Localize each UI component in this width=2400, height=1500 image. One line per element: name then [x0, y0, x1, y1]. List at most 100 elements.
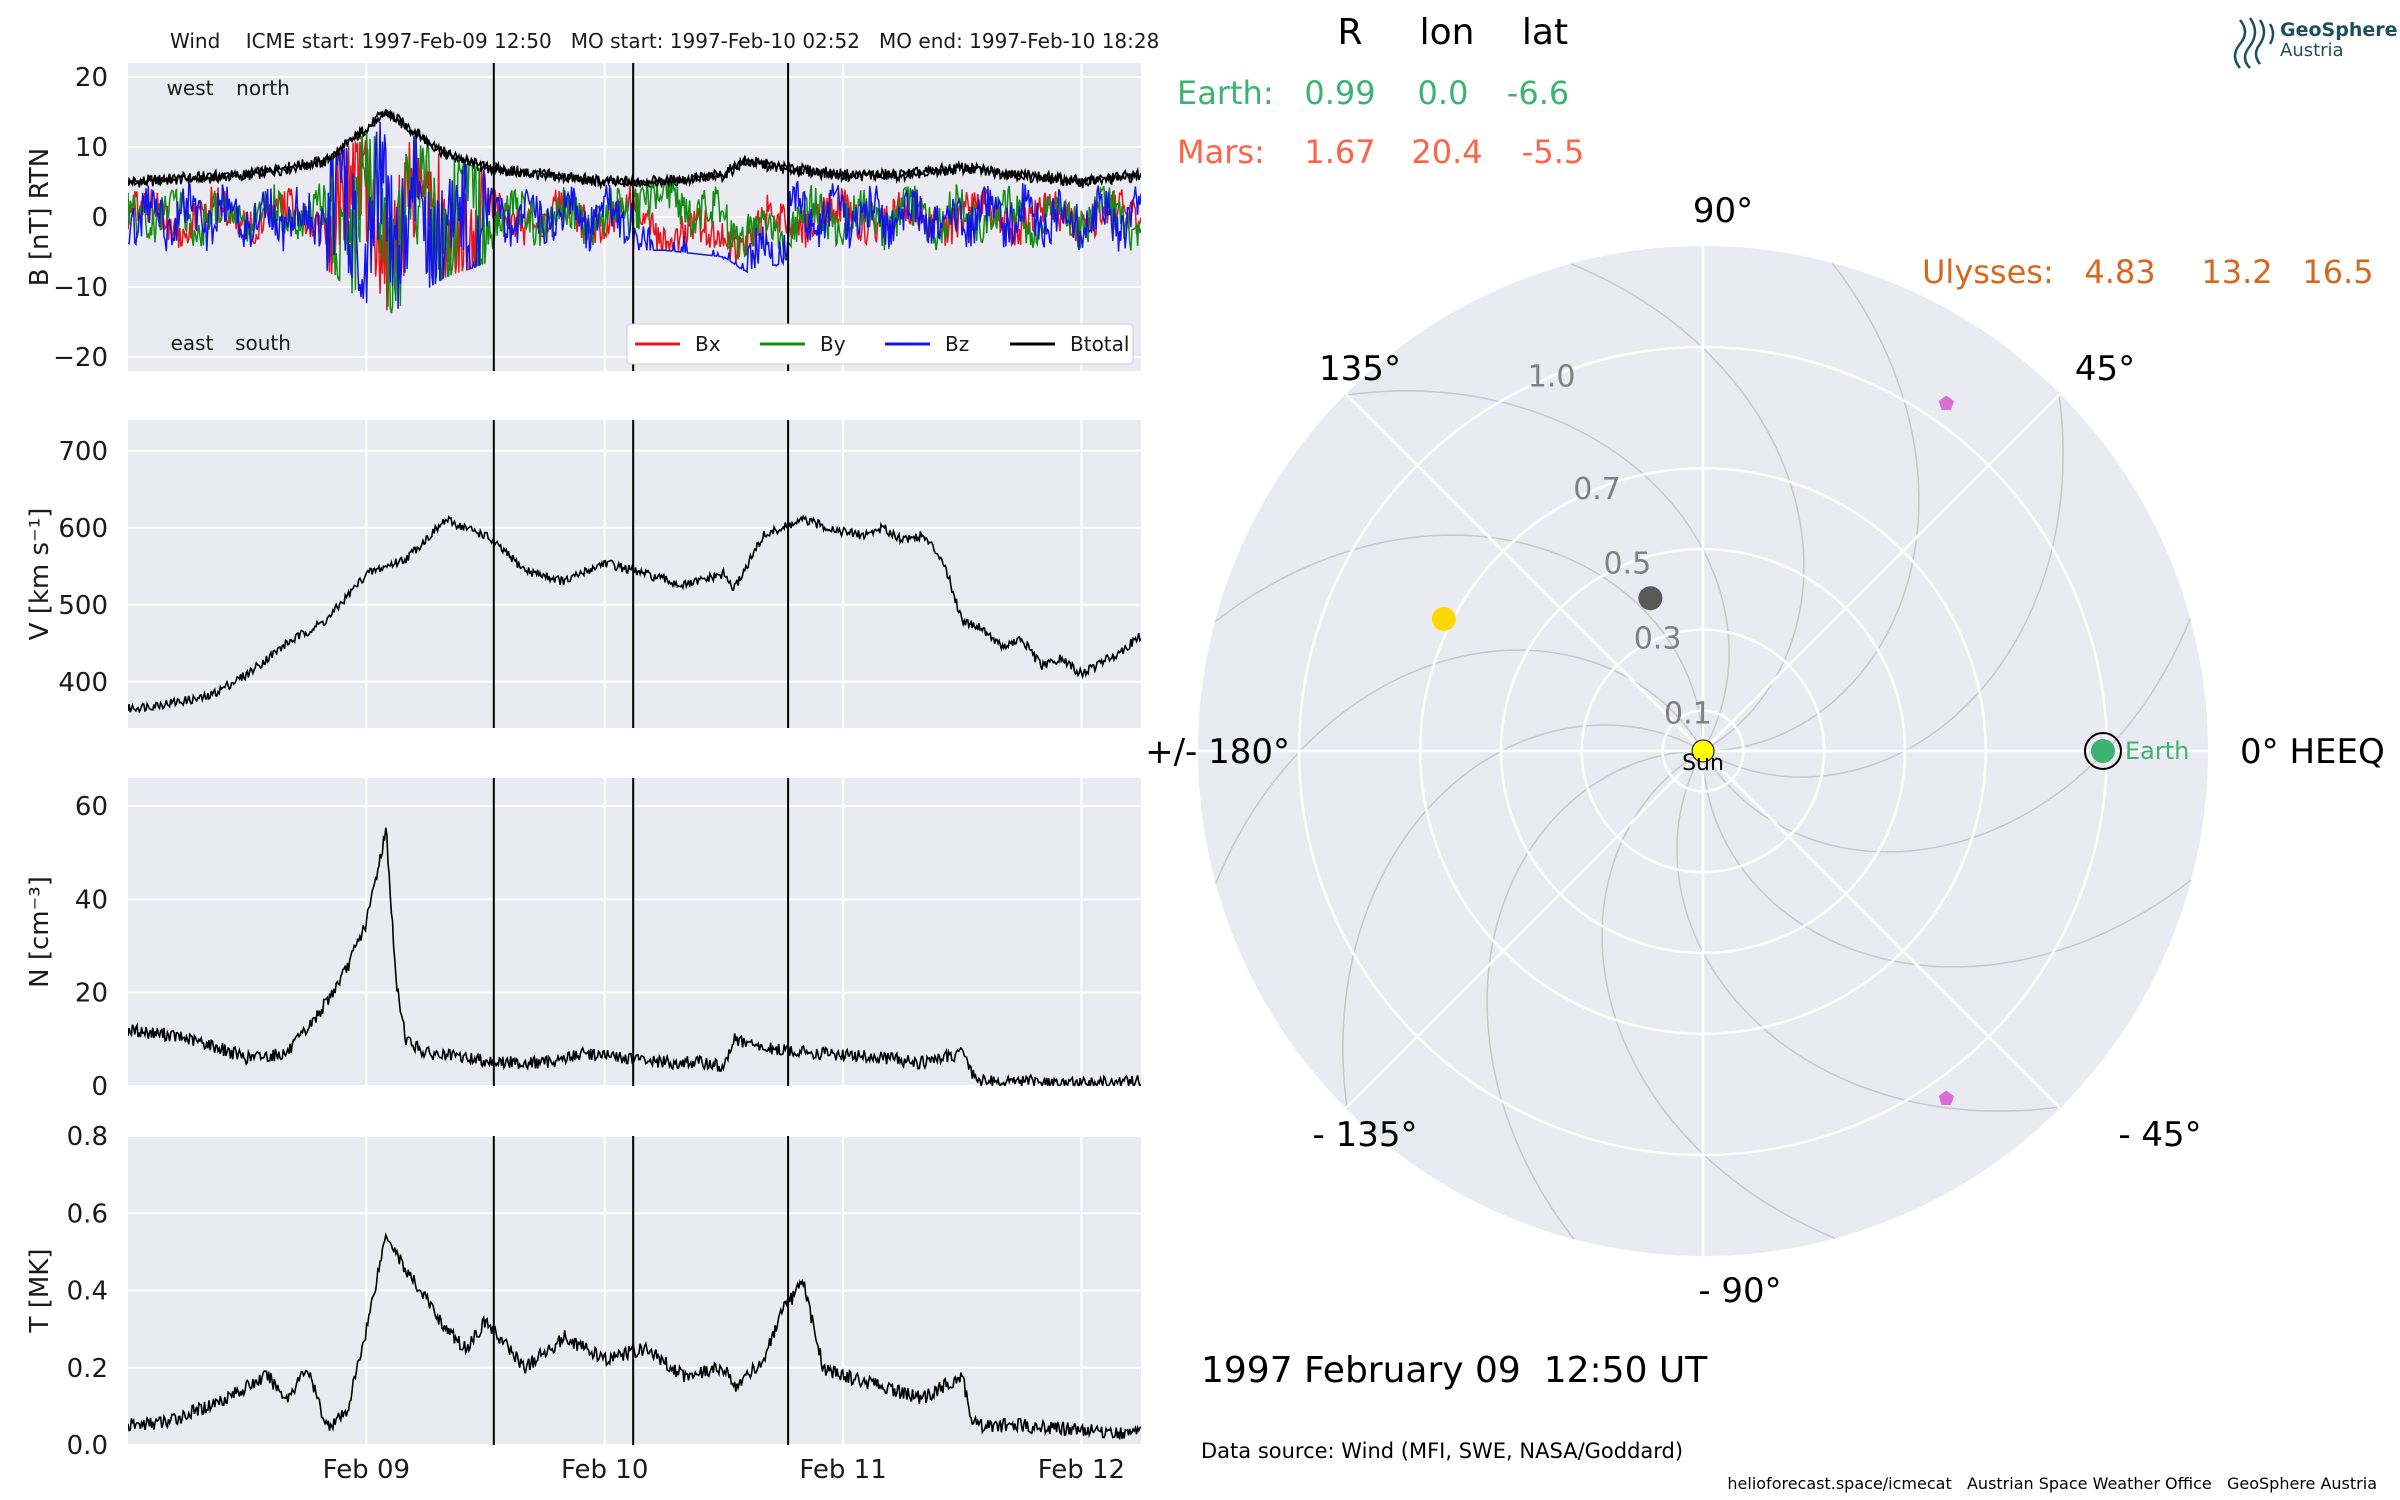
- polar-ring: [1661, 709, 1745, 793]
- body-grey-body: [1638, 586, 1663, 611]
- radial-tick-label: 0.1: [1664, 697, 1712, 732]
- angle-label: 0° HEEQ: [2240, 732, 2385, 772]
- legend: Bx By Bz Btotal: [626, 323, 1134, 365]
- polar-spoke: [1345, 393, 1704, 752]
- header-lon: lon: [1420, 12, 1475, 53]
- y-tick-label: 0.4: [67, 1277, 108, 1307]
- series-line-V: [128, 514, 1141, 714]
- spiral-line: [1702, 750, 2192, 968]
- radial-tick-label: 0.5: [1603, 547, 1651, 582]
- angle-label: - 45°: [2118, 1115, 2201, 1155]
- polar-spoke: [1345, 750, 1704, 1109]
- header-R: R: [1337, 12, 1362, 53]
- y-axis-label: B [nT] RTN: [25, 148, 55, 287]
- sun-marker: [1691, 739, 1715, 763]
- spiral-line: [1344, 390, 1730, 752]
- mars-lon: 20.4: [1411, 133, 1482, 171]
- parker-spiral-lines: [1214, 262, 2192, 1240]
- x-tick-label: Feb 10: [561, 1455, 648, 1485]
- x-tick-label: Feb 11: [799, 1455, 886, 1485]
- body-magenta-marker-lower: [1938, 1090, 1954, 1105]
- ulysses-R: 4.83: [2084, 253, 2155, 291]
- logo-line2: Austria: [2280, 40, 2344, 61]
- y-tick-label: 0.0: [67, 1431, 108, 1461]
- y-tick-label: 400: [58, 668, 108, 698]
- logo-mark-icon: [2233, 17, 2275, 69]
- ulysses-lat: 16.5: [2302, 253, 2373, 291]
- x-tick-label: Feb 09: [323, 1455, 410, 1485]
- plot-area: [128, 1232, 1141, 1440]
- panel-temperature: 0.8 0.6 0.4 0.2 0.0 T [MK] Feb 09 Feb 10 Feb 11 F…: [25, 1122, 1141, 1485]
- footer-credit: helioforecast.space/icmecat Austrian Spa…: [1727, 1474, 2377, 1493]
- mars-R: 1.67: [1304, 133, 1375, 171]
- polar-ring: [1499, 547, 1907, 955]
- angle-label: +/- 180°: [1145, 732, 1290, 772]
- y-tick-label: −10: [53, 273, 108, 303]
- header-lat: lat: [1522, 12, 1568, 53]
- x-tick-label: Feb 12: [1038, 1455, 1125, 1485]
- spiral-line: [1702, 262, 1920, 752]
- body-magenta-marker-upper: [1938, 395, 1954, 410]
- spiral-line: [1342, 724, 1704, 1110]
- earth-name: Earth:: [1177, 74, 1274, 112]
- spiral-line: [1676, 750, 2062, 1112]
- series-line-T: [128, 1232, 1141, 1440]
- figure-title: Wind ICME start: 1997-Feb-09 12:50 MO st…: [170, 29, 1159, 53]
- angle-label: 90°: [1693, 191, 1753, 231]
- legend-label-By: By: [820, 332, 846, 356]
- spiral-line: [1215, 649, 1704, 884]
- series-line-Btotal-detail: [128, 109, 1141, 188]
- plot-area: [128, 827, 1141, 1086]
- plot-area: [128, 514, 1141, 714]
- polar-ring: [1418, 466, 1988, 1036]
- polar-position-plot: 0.1 0.3 0.5 0.7 1.0 90° 45° 0° HEEQ - 45° - 90° - …: [1145, 191, 2385, 1311]
- timeseries-panels: 20 10 0 −10 −20 B [nT] RTN west north east south B…: [25, 63, 1141, 1485]
- earth-R: 0.99: [1304, 74, 1375, 112]
- y-axis-label: V [km s⁻¹]: [25, 508, 55, 641]
- spiral-line: [1601, 750, 1836, 1239]
- angle-label: 135°: [1319, 349, 1401, 389]
- y-tick-label: 60: [75, 792, 108, 822]
- y-axis-label: N [cm⁻³]: [25, 876, 55, 988]
- spiral-line: [1702, 618, 2191, 853]
- sun-label: Sun: [1682, 751, 1724, 776]
- direction-label-west: west: [167, 76, 214, 100]
- geosphere-logo: GeoSphere Austria: [2233, 17, 2398, 69]
- positions-table: R lon lat Earth: 0.99 0.0 -6.6 Mars: 1.6…: [1177, 12, 2374, 291]
- y-tick-label: 0.8: [67, 1122, 108, 1152]
- series-line-Bz: [128, 121, 1141, 309]
- mars-name: Mars:: [1177, 133, 1265, 171]
- mars-lat: -5.5: [1522, 133, 1584, 171]
- angle-label: 45°: [2075, 349, 2135, 389]
- legend-label-Btotal: Btotal: [1070, 332, 1129, 356]
- angle-label: - 135°: [1313, 1115, 1418, 1155]
- spiral-line: [1486, 750, 1704, 1240]
- earth-lat: -6.6: [1507, 74, 1569, 112]
- panel-density: 60 40 20 0 N [cm⁻³]: [25, 778, 1141, 1102]
- series-line-N: [128, 827, 1141, 1086]
- spiral-line: [1570, 263, 1805, 752]
- direction-label-south: south: [235, 331, 291, 355]
- polar-ring: [1580, 628, 1826, 874]
- y-tick-label: 0: [91, 203, 108, 233]
- y-axis-label: T [MK]: [25, 1249, 55, 1334]
- direction-label-north: north: [236, 76, 290, 100]
- direction-label-east: east: [171, 331, 214, 355]
- ulysses-name: Ulysses:: [1922, 253, 2054, 291]
- y-tick-label: 20: [75, 63, 108, 93]
- panel-background: [128, 420, 1141, 728]
- y-tick-label: 500: [58, 591, 108, 621]
- panel-background: [128, 778, 1141, 1086]
- radial-tick-label: 0.7: [1573, 472, 1621, 507]
- y-tick-label: 40: [75, 885, 108, 915]
- y-tick-label: 20: [75, 979, 108, 1009]
- y-tick-label: 600: [58, 514, 108, 544]
- polar-spoke: [1702, 750, 2061, 1109]
- legend-label-Bz: Bz: [945, 332, 969, 356]
- legend-label-Bx: Bx: [695, 332, 721, 356]
- polar-spoke: [1702, 393, 2061, 752]
- radial-tick-label: 1.0: [1528, 359, 1576, 394]
- y-tick-label: 10: [75, 133, 108, 163]
